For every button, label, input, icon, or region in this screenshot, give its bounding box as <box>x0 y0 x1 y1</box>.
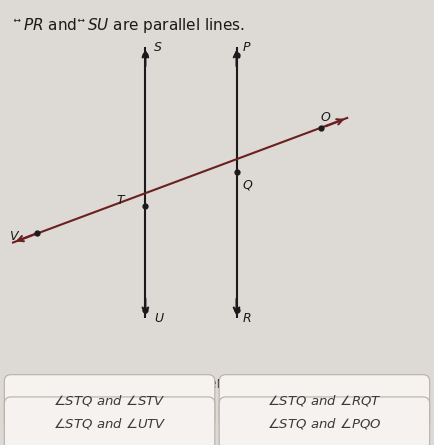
Text: $\angle STQ$ and $\angle PQO$: $\angle STQ$ and $\angle PQO$ <box>267 416 381 431</box>
Text: $\angle STQ$ and $\angle STV$: $\angle STQ$ and $\angle STV$ <box>53 393 166 409</box>
Text: $\overleftrightarrow{PR}$ and $\overleftrightarrow{SU}$ are parallel lines.: $\overleftrightarrow{PR}$ and $\overleft… <box>13 16 245 35</box>
FancyBboxPatch shape <box>4 375 215 427</box>
Text: U: U <box>154 312 163 325</box>
FancyBboxPatch shape <box>219 397 430 445</box>
FancyBboxPatch shape <box>4 397 215 445</box>
Text: P: P <box>242 41 250 54</box>
Text: S: S <box>154 41 162 54</box>
Text: T: T <box>116 194 124 207</box>
Text: Which angles are supplementary angles?: Which angles are supplementary angles? <box>13 376 316 391</box>
Text: R: R <box>242 312 251 325</box>
Text: Q: Q <box>242 178 252 191</box>
Text: V: V <box>9 230 17 243</box>
Text: $\angle STQ$ and $\angle RQT$: $\angle STQ$ and $\angle RQT$ <box>267 393 382 409</box>
Text: $\angle STQ$ and $\angle UTV$: $\angle STQ$ and $\angle UTV$ <box>53 416 166 431</box>
Text: O: O <box>320 111 330 124</box>
FancyBboxPatch shape <box>219 375 430 427</box>
